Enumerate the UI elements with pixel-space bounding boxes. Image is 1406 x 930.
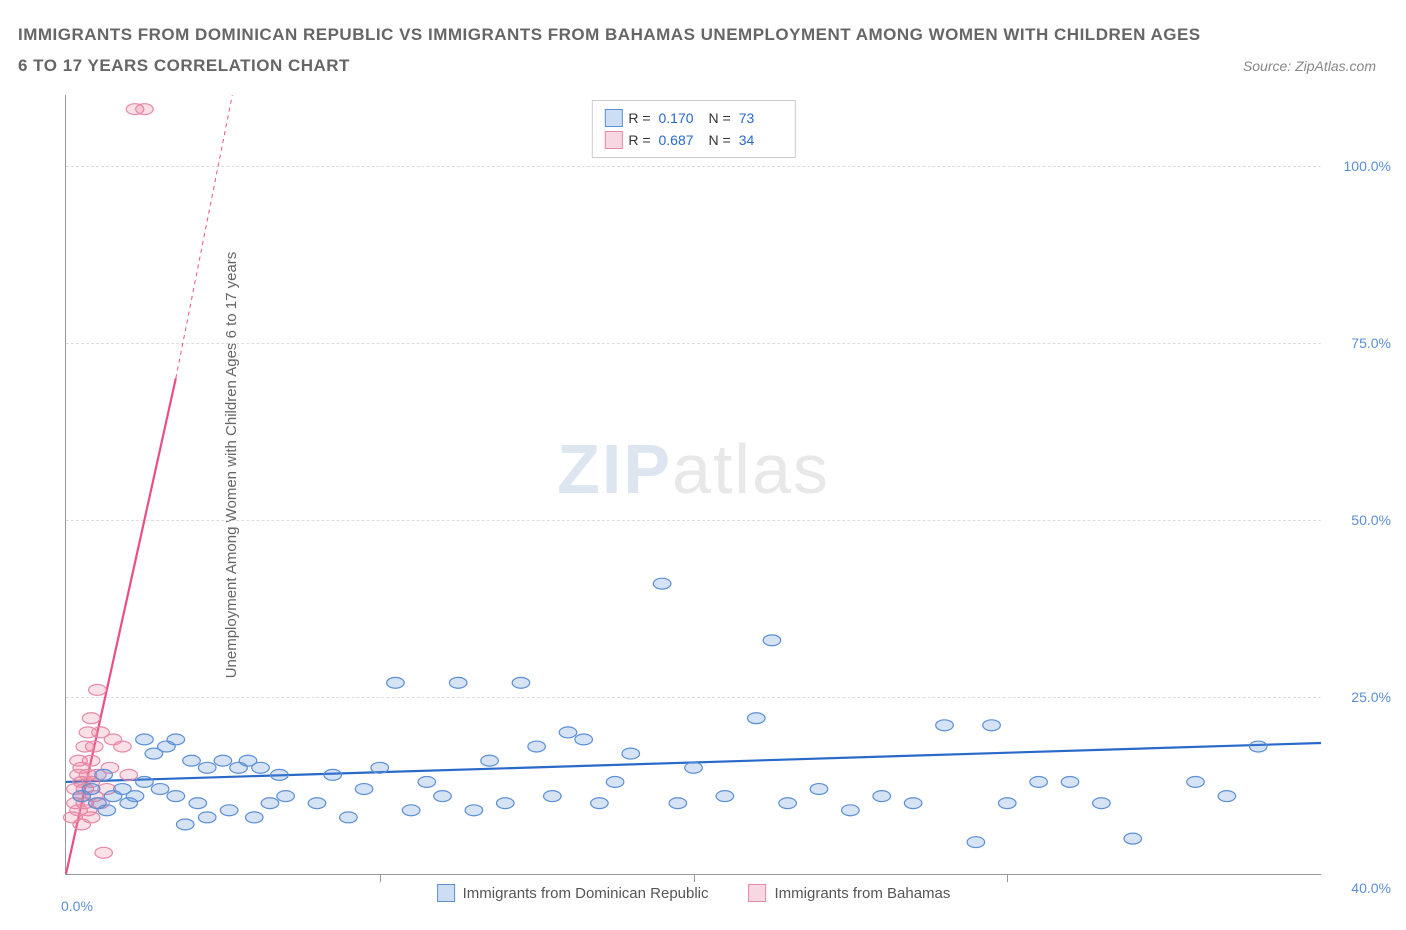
legend-swatch-blue [437, 884, 455, 902]
legend-label-2: Immigrants from Bahamas [775, 885, 951, 902]
x-tick [694, 874, 695, 882]
legend-item-2: Immigrants from Bahamas [749, 884, 951, 902]
y-tick-label: 25.0% [1351, 689, 1391, 705]
x-axis-max-label: 40.0% [1351, 880, 1391, 896]
x-tick [1007, 874, 1008, 882]
legend-item-1: Immigrants from Dominican Republic [437, 884, 709, 902]
x-axis-origin-label: 0.0% [61, 898, 93, 914]
y-tick-label: 75.0% [1351, 335, 1391, 351]
source-label: Source: ZipAtlas.com [1243, 58, 1376, 74]
legend-label-1: Immigrants from Dominican Republic [463, 885, 709, 902]
legend-swatch-pink [749, 884, 767, 902]
y-tick-label: 100.0% [1344, 158, 1391, 174]
chart-plot-area: ZIPatlas 0.0% 40.0% R = 0.170 N = 73 R =… [65, 95, 1321, 875]
y-tick-label: 50.0% [1351, 512, 1391, 528]
chart-title: IMMIGRANTS FROM DOMINICAN REPUBLIC VS IM… [18, 20, 1206, 81]
x-tick [380, 874, 381, 882]
legend-series: Immigrants from Dominican Republic Immig… [437, 884, 951, 902]
scatter-svg [66, 95, 1321, 874]
